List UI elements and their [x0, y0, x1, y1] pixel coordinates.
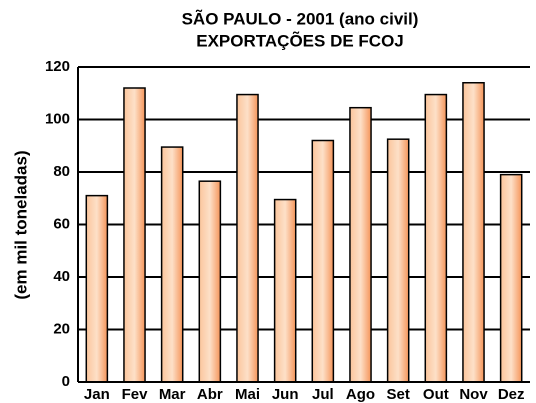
chart-subtitle: EXPORTAÇÕES DE FCOJ [196, 30, 404, 50]
x-tick-label: Mar [159, 386, 186, 403]
bar [273, 198, 297, 383]
bar [85, 194, 109, 383]
x-tick-label: Abr [197, 386, 223, 403]
x-tick-label: Mai [235, 386, 260, 403]
bar [236, 93, 259, 383]
y-tick-label: 60 [53, 215, 70, 232]
bar [386, 138, 410, 383]
chart-title: SÃO PAULO - 2001 (ano civil) [182, 8, 419, 28]
bar [311, 139, 335, 383]
y-tick-label: 120 [45, 58, 70, 75]
x-tick-label: Jun [272, 386, 299, 403]
y-tick-label: 20 [53, 320, 70, 337]
bar [349, 106, 372, 383]
x-tick-label: Jan [84, 386, 110, 403]
bar [160, 146, 184, 383]
y-tick-label: 80 [53, 163, 70, 180]
x-tick-label: Ago [346, 386, 375, 403]
x-tick-label: Set [386, 386, 409, 403]
y-tick-label: 0 [62, 373, 70, 390]
x-tick-label: Out [423, 386, 449, 403]
y-axis-label: (em mil toneladas) [11, 150, 30, 299]
bar [499, 173, 523, 383]
bar [123, 87, 146, 383]
x-tick-label: Dez [498, 386, 525, 403]
x-tick-label: Jul [312, 386, 334, 403]
bar [198, 180, 222, 383]
x-tick-label: Fev [122, 386, 149, 403]
y-tick-label: 100 [45, 110, 70, 127]
x-tick-label: Nov [459, 386, 488, 403]
bar [424, 93, 448, 383]
y-tick-label: 40 [53, 268, 70, 285]
bar [462, 82, 485, 383]
